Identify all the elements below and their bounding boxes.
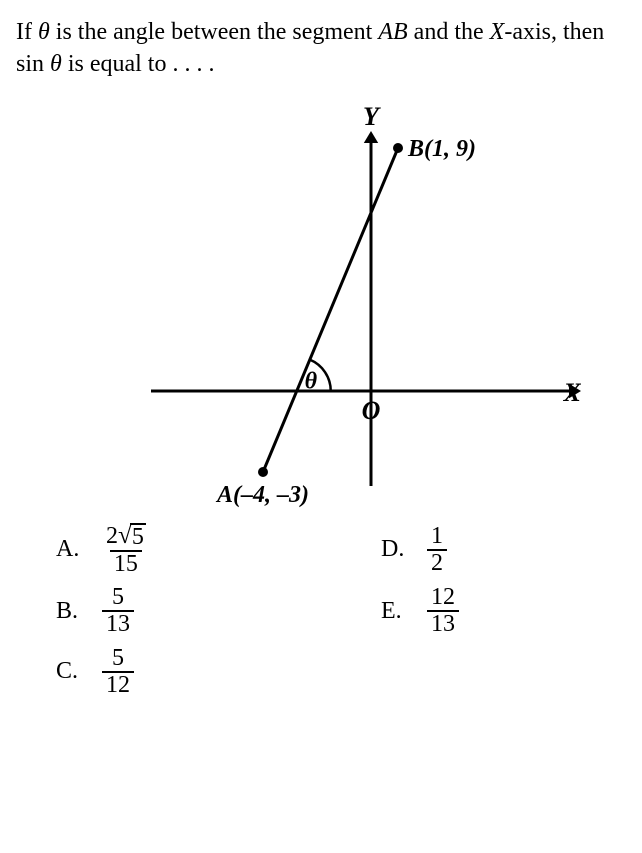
answer-choices: A. 2√5 15 D. 1 2 B. 5 13 E. 12 13 C. 5: [16, 523, 626, 698]
answer-b-label: B.: [56, 598, 84, 625]
svg-text:B(1, 9): B(1, 9): [407, 136, 476, 162]
q-theta2: θ: [50, 51, 62, 77]
answer-d-label: D.: [381, 536, 409, 563]
answer-e-num: 12: [427, 585, 459, 610]
q-xaxis: X: [490, 19, 505, 45]
answer-c-label: C.: [56, 658, 84, 685]
q-theta: θ: [38, 19, 50, 45]
answer-d-den: 2: [427, 549, 447, 576]
answer-a-radicand: 5: [130, 523, 146, 550]
answer-a-label: A.: [56, 536, 84, 563]
answer-c-value: 5 12: [102, 646, 134, 698]
coordinate-diagram: Y X O B(1, 9) A(–4, –3) θ: [61, 91, 581, 511]
diagram-container: Y X O B(1, 9) A(–4, –3) θ: [16, 91, 626, 511]
answer-d: D. 1 2: [381, 523, 626, 577]
answer-b: B. 5 13: [56, 585, 301, 637]
q-suffix: is equal to . . . .: [62, 51, 215, 77]
q-mid2: and the: [408, 19, 490, 45]
answer-c-den: 12: [102, 671, 134, 698]
answer-e-den: 13: [427, 610, 459, 637]
svg-text:O: O: [362, 396, 381, 425]
q-prefix: If: [16, 19, 38, 45]
answer-b-den: 13: [102, 610, 134, 637]
answer-e-label: E.: [381, 598, 409, 625]
answer-b-num: 5: [108, 585, 128, 610]
svg-text:Y: Y: [363, 102, 381, 131]
answer-e: E. 12 13: [381, 585, 626, 637]
q-seg: AB: [378, 19, 407, 45]
q-mid1: is the angle between the segment: [50, 19, 379, 45]
answer-e-value: 12 13: [427, 585, 459, 637]
answer-a-value: 2√5 15: [102, 523, 150, 577]
svg-text:θ: θ: [305, 368, 318, 394]
question-text: If θ is the angle between the segment AB…: [16, 16, 626, 81]
answer-a-den: 15: [110, 550, 142, 577]
answer-c-num: 5: [108, 646, 128, 671]
svg-text:X: X: [563, 378, 581, 407]
answer-a-num-prefix: 2: [106, 523, 118, 549]
answer-d-num: 1: [427, 524, 447, 549]
answer-d-value: 1 2: [427, 524, 447, 576]
answer-a: A. 2√5 15: [56, 523, 301, 577]
svg-text:A(–4, –3): A(–4, –3): [215, 482, 309, 508]
sqrt-icon: √5: [118, 523, 146, 550]
answer-b-value: 5 13: [102, 585, 134, 637]
answer-c: C. 5 12: [56, 646, 301, 698]
